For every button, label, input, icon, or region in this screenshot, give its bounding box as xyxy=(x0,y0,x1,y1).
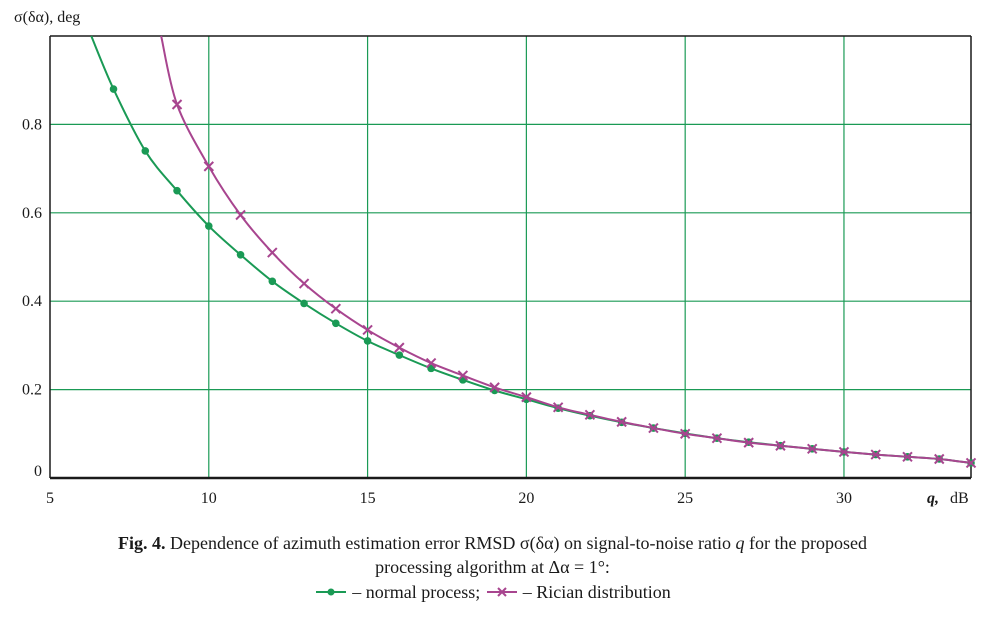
data-point xyxy=(902,451,913,462)
data-point xyxy=(743,437,754,448)
data-point xyxy=(330,303,342,314)
data-point xyxy=(425,357,437,369)
legend-item-rician: – Rician distribution xyxy=(485,580,671,604)
x-tick-label-10: 10 xyxy=(201,490,217,507)
y-tick-label-0: 0 xyxy=(34,463,42,480)
x-tick-label-15: 15 xyxy=(360,490,376,507)
caption-tail: for the proposed xyxy=(749,533,867,553)
data-point xyxy=(965,457,977,469)
data-point xyxy=(552,402,564,413)
data-point xyxy=(363,337,372,345)
data-point xyxy=(427,364,435,373)
data-point xyxy=(109,85,118,93)
legend-normal-swatch xyxy=(316,588,347,596)
legend: – normal process; – Rician distribution xyxy=(0,580,985,605)
y-axis-title: σ(δα), deg xyxy=(14,9,80,26)
data-point xyxy=(521,391,532,403)
data-point xyxy=(870,449,881,460)
data-point xyxy=(204,222,213,230)
series-line xyxy=(160,35,972,464)
x-axis-title-variable: q, xyxy=(927,490,939,507)
data-point xyxy=(711,433,723,444)
y-tick-label-0.6: 0.6 xyxy=(22,205,42,222)
grid xyxy=(50,36,971,478)
chart: 5 10 15 20 25 30 0 0.2 0.4 0.6 0.8 σ(δα), deg q, d… xyxy=(14,9,977,507)
legend-normal-label: – normal process; xyxy=(352,582,481,602)
data-point xyxy=(489,382,500,393)
tick-labels: 5 10 15 20 25 30 0 0.2 0.4 0.6 0.8 xyxy=(22,116,852,507)
data-point xyxy=(457,370,469,381)
x-tick-label-5: 5 xyxy=(46,490,54,507)
caption-variable: q xyxy=(735,533,745,553)
data-point xyxy=(171,99,183,110)
data-point xyxy=(173,186,181,195)
data-point xyxy=(584,409,596,421)
y-tick-label-0.4: 0.4 xyxy=(22,293,42,310)
series xyxy=(90,35,977,469)
data-point xyxy=(648,422,659,434)
caption-text: Dependence of azimuth estimation error R… xyxy=(170,533,731,553)
figure-label: Fig. 4. xyxy=(118,533,166,553)
data-point xyxy=(395,351,404,359)
data-point xyxy=(332,319,340,328)
x-tick-label-25: 25 xyxy=(677,490,693,507)
figure-caption-line-1: Fig. 4. Dependence of azimuth estimation… xyxy=(0,531,985,555)
data-point xyxy=(679,428,691,440)
data-point xyxy=(300,299,308,308)
y-tick-label-0.2: 0.2 xyxy=(22,382,42,399)
caption-line-2-text: processing algorithm at Δα = 1°: xyxy=(375,557,610,577)
data-point xyxy=(394,342,405,353)
data-point xyxy=(775,440,786,451)
data-point xyxy=(806,443,818,455)
x-axis-title-unit: dB xyxy=(950,490,969,507)
legend-item-normal: – normal process; xyxy=(314,580,480,604)
axes xyxy=(49,35,972,480)
data-point xyxy=(616,416,627,428)
legend-rician-swatch xyxy=(486,587,517,597)
data-point xyxy=(298,278,310,289)
data-point xyxy=(203,161,215,172)
legend-rician-label: – Rician distribution xyxy=(522,582,671,602)
x-tick-label-30: 30 xyxy=(836,490,852,507)
series-normal-process xyxy=(90,35,975,467)
data-point xyxy=(141,147,150,155)
data-point xyxy=(267,247,278,258)
data-point xyxy=(934,453,945,465)
series-rician-distribution xyxy=(160,35,977,469)
data-point xyxy=(235,209,246,221)
data-point xyxy=(236,250,245,259)
y-tick-label-0.8: 0.8 xyxy=(22,116,42,133)
figure-caption-line-2: processing algorithm at Δα = 1°: xyxy=(0,555,985,579)
x-tick-label-20: 20 xyxy=(518,490,534,507)
data-point xyxy=(362,324,373,336)
data-point xyxy=(838,446,850,458)
data-point xyxy=(268,277,277,286)
